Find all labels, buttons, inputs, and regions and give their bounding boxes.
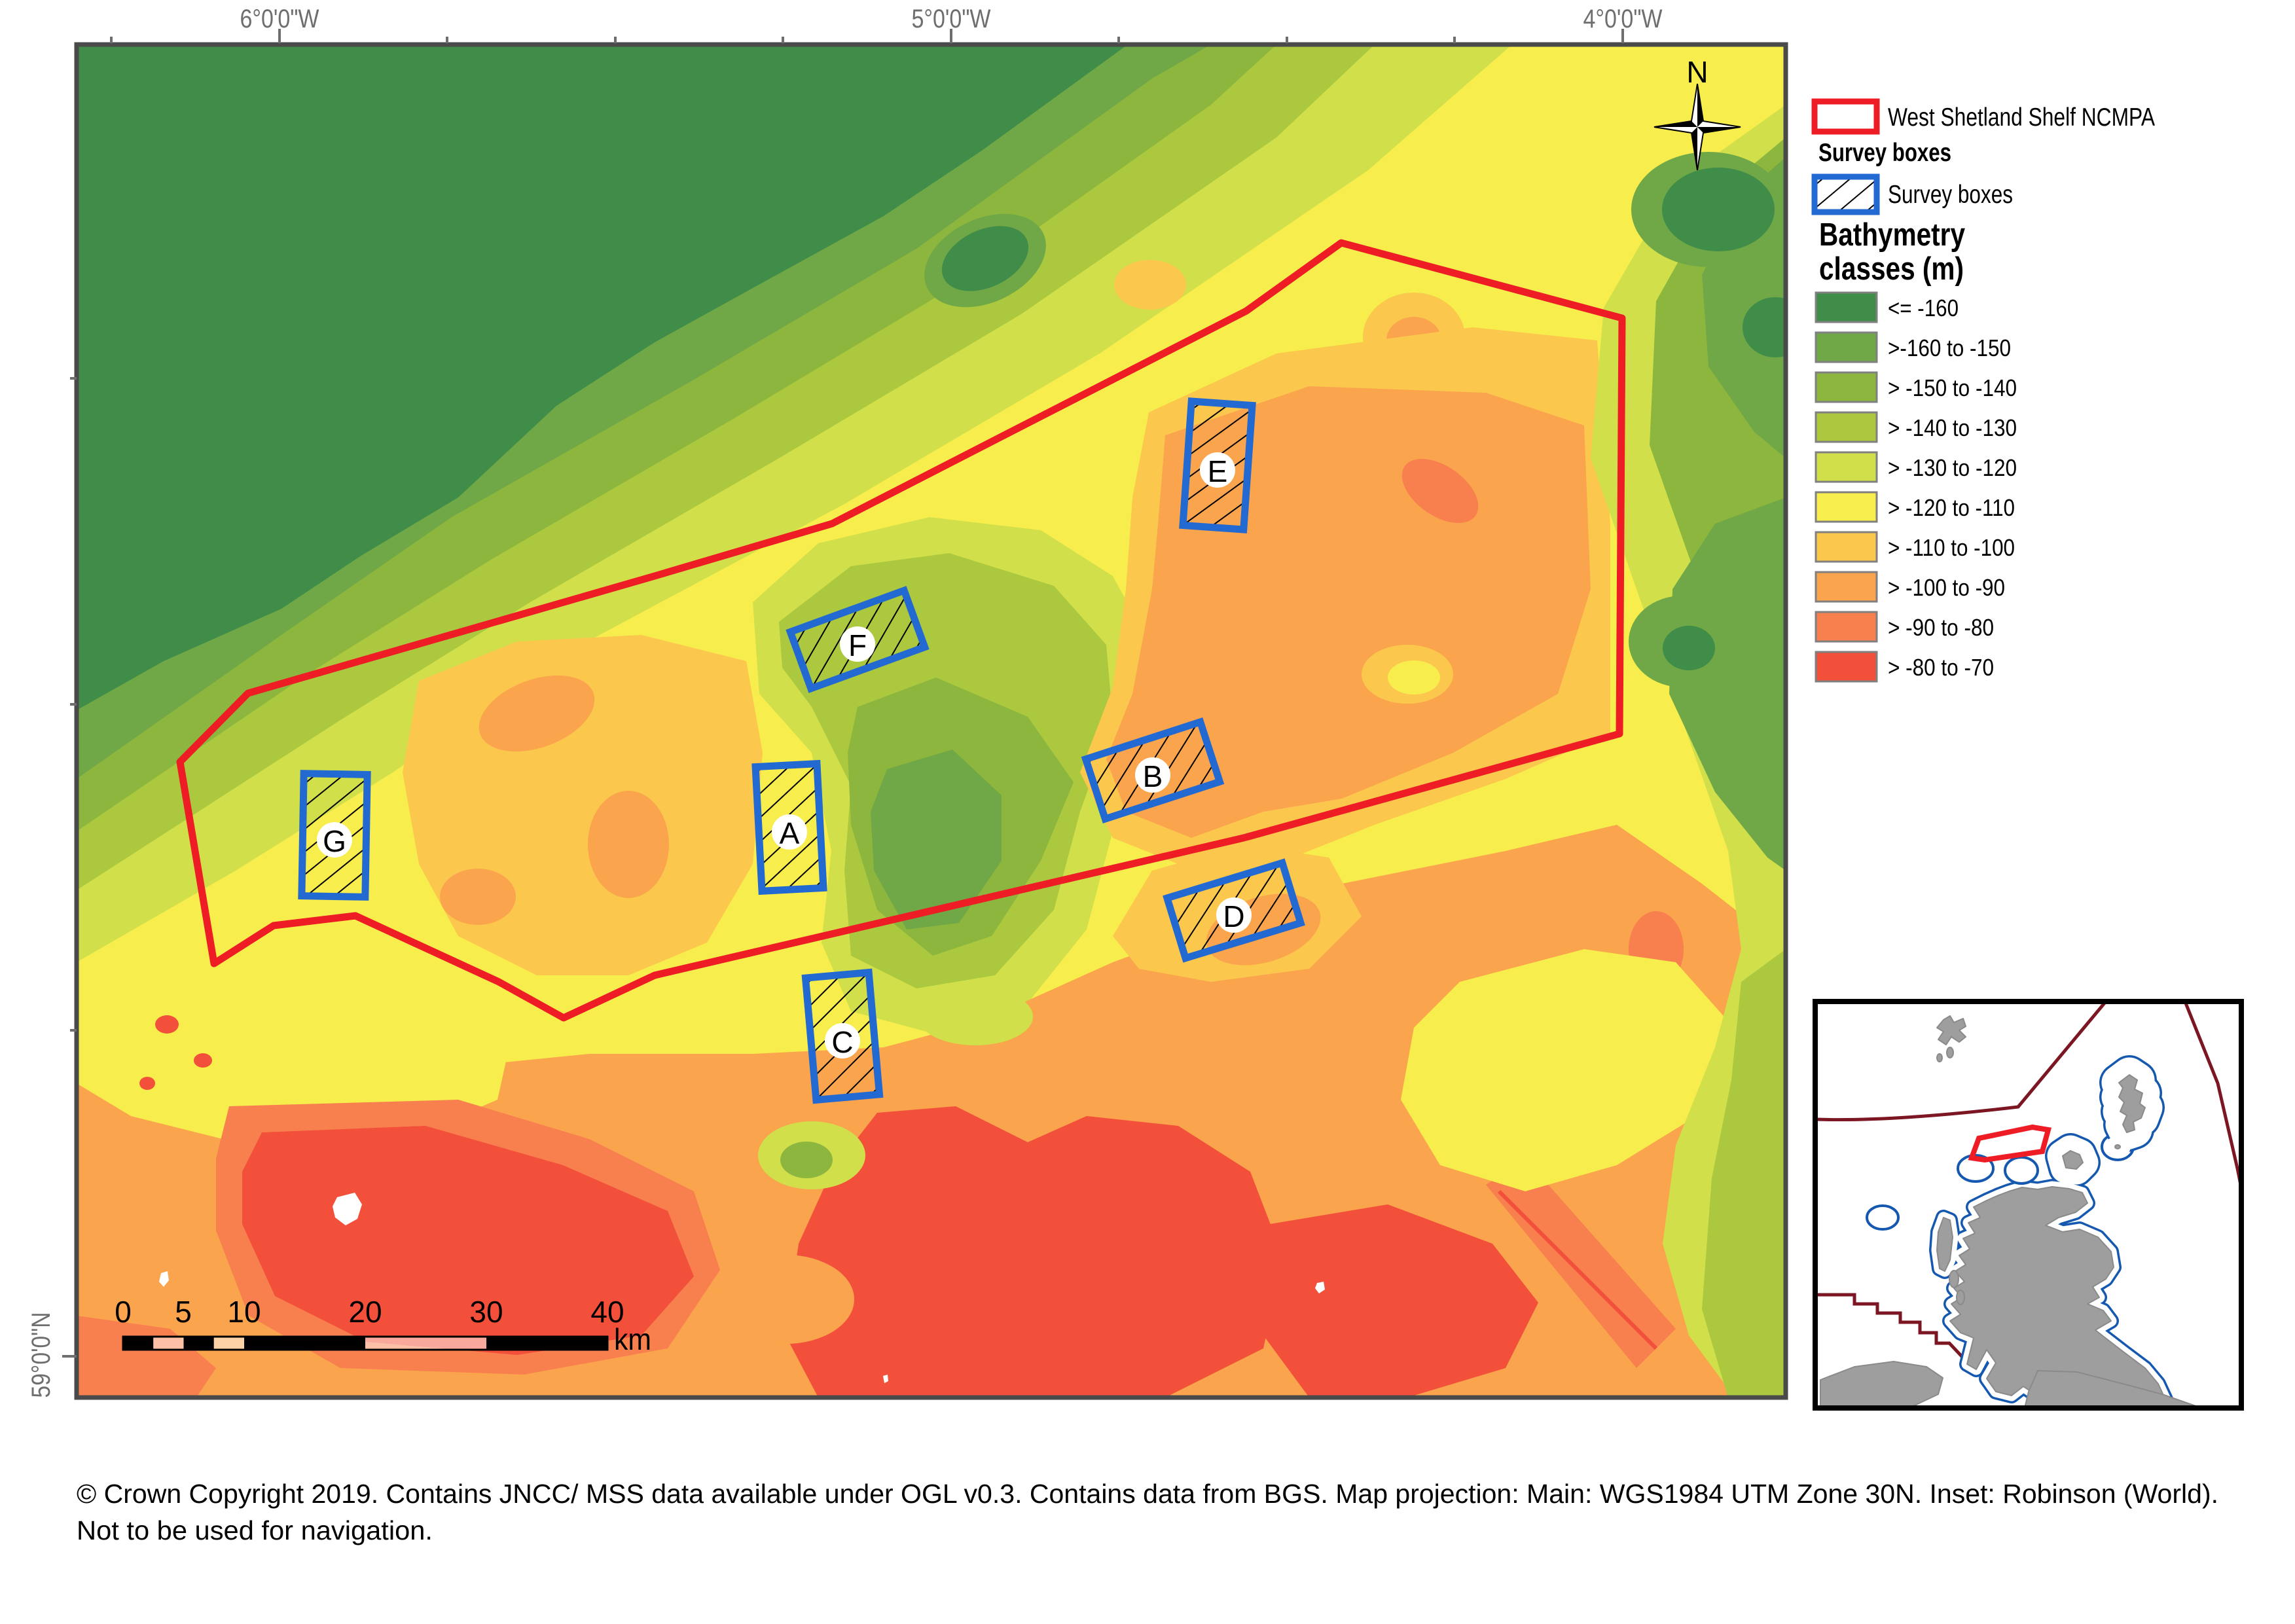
svg-text:10: 10: [227, 1295, 261, 1329]
svg-text:> -120 to -110: > -120 to -110: [1888, 494, 2015, 521]
svg-text:30: 30: [469, 1295, 503, 1329]
svg-text:B: B: [1143, 759, 1163, 793]
svg-text:20: 20: [348, 1295, 382, 1329]
svg-text:D: D: [1223, 899, 1244, 933]
svg-text:C: C: [831, 1025, 853, 1059]
svg-text:Not to be used for navigation.: Not to be used for navigation.: [77, 1515, 433, 1545]
svg-text:5: 5: [175, 1295, 192, 1329]
svg-text:Survey boxes: Survey boxes: [1888, 181, 2013, 209]
svg-text:<= -160: <= -160: [1888, 295, 1959, 321]
svg-text:West Shetland Shelf NCMPA: West Shetland Shelf NCMPA: [1888, 103, 2155, 132]
svg-text:A: A: [780, 816, 800, 850]
svg-text:> -80 to -70: > -80 to -70: [1888, 654, 1994, 681]
svg-text:> -140 to -130: > -140 to -130: [1888, 414, 2017, 441]
svg-text:classes (m): classes (m): [1819, 251, 1964, 287]
svg-text:6°0'0"W: 6°0'0"W: [240, 5, 319, 33]
svg-text:4°0'0"W: 4°0'0"W: [1583, 5, 1663, 33]
svg-text:> -100 to -90: > -100 to -90: [1888, 574, 2005, 601]
svg-text:5°0'0"W: 5°0'0"W: [912, 5, 991, 33]
svg-text:0: 0: [115, 1295, 132, 1329]
svg-text:> -130 to -120: > -130 to -120: [1888, 454, 2017, 481]
svg-text:Survey boxes: Survey boxes: [1818, 139, 1951, 167]
svg-text:Bathymetry: Bathymetry: [1819, 217, 1965, 253]
svg-text:> -110 to -100: > -110 to -100: [1888, 534, 2015, 561]
svg-text:G: G: [323, 824, 346, 858]
svg-text:59°0'0"N: 59°0'0"N: [27, 1312, 56, 1398]
svg-text:40: 40: [590, 1295, 624, 1329]
svg-text:N: N: [1686, 55, 1708, 89]
svg-text:F: F: [848, 628, 867, 662]
svg-text:> -150 to -140: > -150 to -140: [1888, 374, 2017, 401]
svg-text:>-160 to -150: >-160 to -150: [1888, 334, 2011, 361]
svg-text:km: km: [614, 1322, 651, 1356]
svg-text:> -90 to -80: > -90 to -80: [1888, 614, 1994, 641]
svg-text:© Crown Copyright 2019. Contai: © Crown Copyright 2019. Contains JNCC/ M…: [77, 1479, 2218, 1509]
svg-text:E: E: [1208, 454, 1228, 488]
